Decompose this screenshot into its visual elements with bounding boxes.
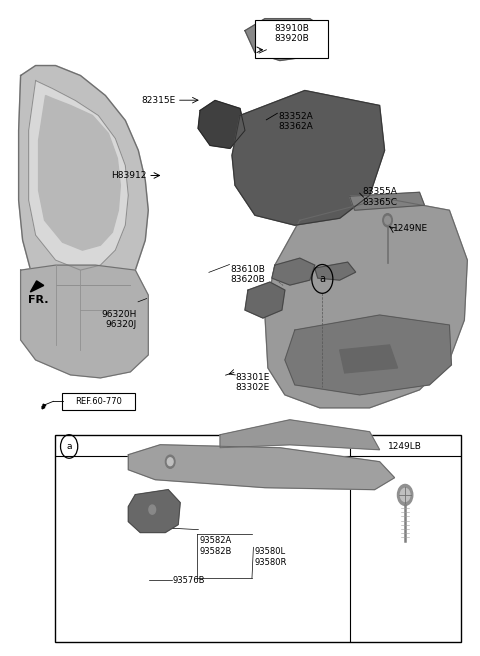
FancyBboxPatch shape xyxy=(255,20,327,58)
Circle shape xyxy=(149,505,156,514)
Text: 93580L
93580R: 93580L 93580R xyxy=(254,547,287,567)
Text: 1249LB: 1249LB xyxy=(388,442,422,451)
Text: a: a xyxy=(66,442,72,451)
Polygon shape xyxy=(29,81,128,270)
Polygon shape xyxy=(198,100,245,148)
Text: 82315E: 82315E xyxy=(141,96,175,105)
FancyBboxPatch shape xyxy=(62,393,135,410)
Polygon shape xyxy=(128,489,180,533)
Polygon shape xyxy=(272,258,315,285)
Circle shape xyxy=(384,216,390,224)
Circle shape xyxy=(397,484,413,505)
Polygon shape xyxy=(19,66,148,318)
Polygon shape xyxy=(38,96,120,250)
Circle shape xyxy=(166,455,175,468)
Polygon shape xyxy=(265,198,468,408)
Polygon shape xyxy=(30,281,44,292)
Text: 96320H
96320J: 96320H 96320J xyxy=(102,310,137,329)
Text: 83610B
83620B: 83610B 83620B xyxy=(230,264,265,284)
Text: 83355A
83365C: 83355A 83365C xyxy=(362,187,397,207)
Text: FR.: FR. xyxy=(28,295,49,305)
Text: 83352A
83362A: 83352A 83362A xyxy=(278,112,313,131)
Polygon shape xyxy=(285,315,451,395)
Text: REF.60-770: REF.60-770 xyxy=(75,397,122,406)
Polygon shape xyxy=(245,18,325,60)
Text: a: a xyxy=(319,274,325,284)
FancyBboxPatch shape xyxy=(55,435,461,642)
Text: 83301E
83302E: 83301E 83302E xyxy=(235,373,270,392)
Circle shape xyxy=(383,214,392,227)
Text: H83912: H83912 xyxy=(111,171,147,180)
Text: 83910B
83920B: 83910B 83920B xyxy=(274,24,309,43)
Polygon shape xyxy=(340,345,397,373)
Polygon shape xyxy=(232,91,384,225)
Text: 93576B: 93576B xyxy=(173,575,205,584)
Circle shape xyxy=(168,458,173,466)
Polygon shape xyxy=(350,192,424,211)
Polygon shape xyxy=(220,420,380,450)
Polygon shape xyxy=(21,265,148,378)
Polygon shape xyxy=(245,282,285,318)
Polygon shape xyxy=(128,445,395,489)
Text: 1249NE: 1249NE xyxy=(393,224,428,233)
Text: 93582A
93582B: 93582A 93582B xyxy=(199,536,232,556)
Polygon shape xyxy=(315,262,356,280)
Circle shape xyxy=(400,488,410,501)
